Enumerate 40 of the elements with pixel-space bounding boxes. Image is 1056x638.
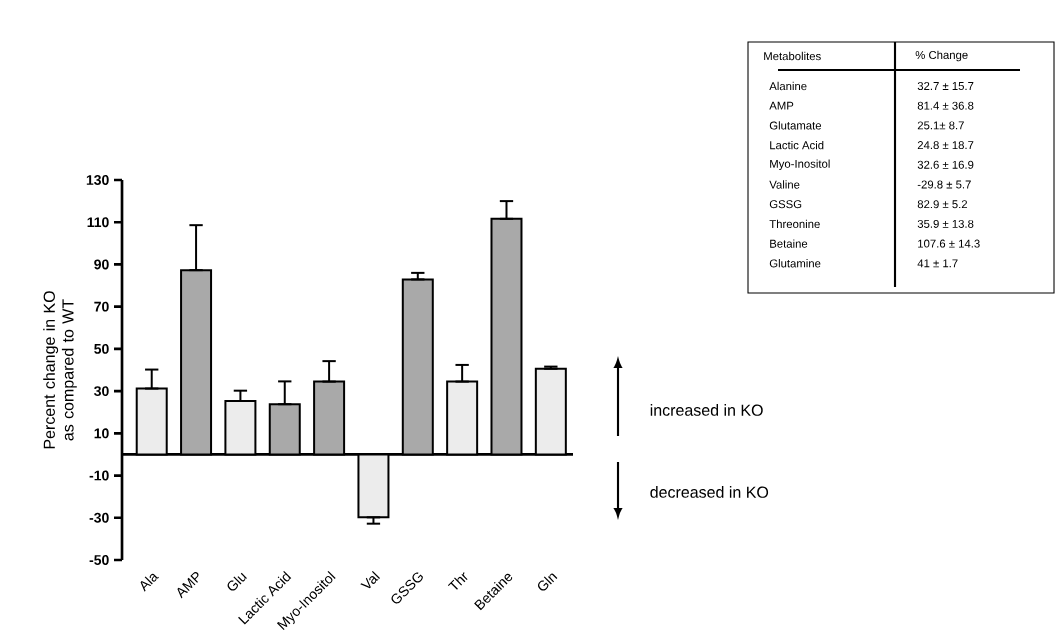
text: 25.1± 8.7 <box>917 121 964 130</box>
text: 107.6 ± 14.3 <box>918 239 980 248</box>
text: 35.9 ± 13.8 <box>917 219 974 228</box>
text: 24.8 ± 18.7 <box>917 141 974 150</box>
text: decreased in KO <box>650 486 769 498</box>
x-tick-label: Gln <box>538 573 558 591</box>
text: 32.7 ± 15.7 <box>917 81 974 90</box>
y-axis-title: Percent change in KO as compared to WT <box>43 291 77 449</box>
text: AMP <box>769 101 794 110</box>
x-tick-label: Val <box>360 570 380 589</box>
y-tick-label: 110 <box>87 217 109 228</box>
text: 81.4 ± 36.8 <box>917 101 974 110</box>
text: Betaine <box>770 239 808 248</box>
text: Myo-Inositol <box>770 159 830 171</box>
text: Threonine <box>769 219 820 229</box>
text: Lactic Acid <box>770 140 824 150</box>
y-tick-label: 30 <box>94 386 109 397</box>
text: GSSG <box>769 200 802 209</box>
y-tick-label: 50 <box>94 343 109 354</box>
text: Valine <box>769 180 800 189</box>
y-tick-label: 90 <box>94 259 109 270</box>
text: Glutamine <box>769 259 821 268</box>
text: Metabolites <box>764 51 821 61</box>
y-tick-label: 10 <box>94 428 109 439</box>
x-tick-label: Thr <box>447 572 468 590</box>
y-tick-label: 130 <box>86 175 109 185</box>
x-tick-label: Glu <box>227 572 247 591</box>
x-tick-label: Ala <box>140 573 159 592</box>
text: 41 ± 1.7 <box>917 259 958 268</box>
text: increased in KO <box>650 404 763 416</box>
text: 32.6 ± 16.9 <box>917 160 974 169</box>
text: % Change <box>915 50 968 62</box>
text: -29.8 ± 5.7 <box>917 180 971 189</box>
y-tick-label: 70 <box>94 301 109 312</box>
y-tick-label: -30 <box>89 512 109 523</box>
text: Glutamate <box>769 121 822 130</box>
y-tick-label: -50 <box>89 555 109 565</box>
text: Alanine <box>769 81 807 91</box>
y-tick-label: -10 <box>89 470 109 481</box>
text: 82.9 ± 5.2 <box>917 200 968 209</box>
